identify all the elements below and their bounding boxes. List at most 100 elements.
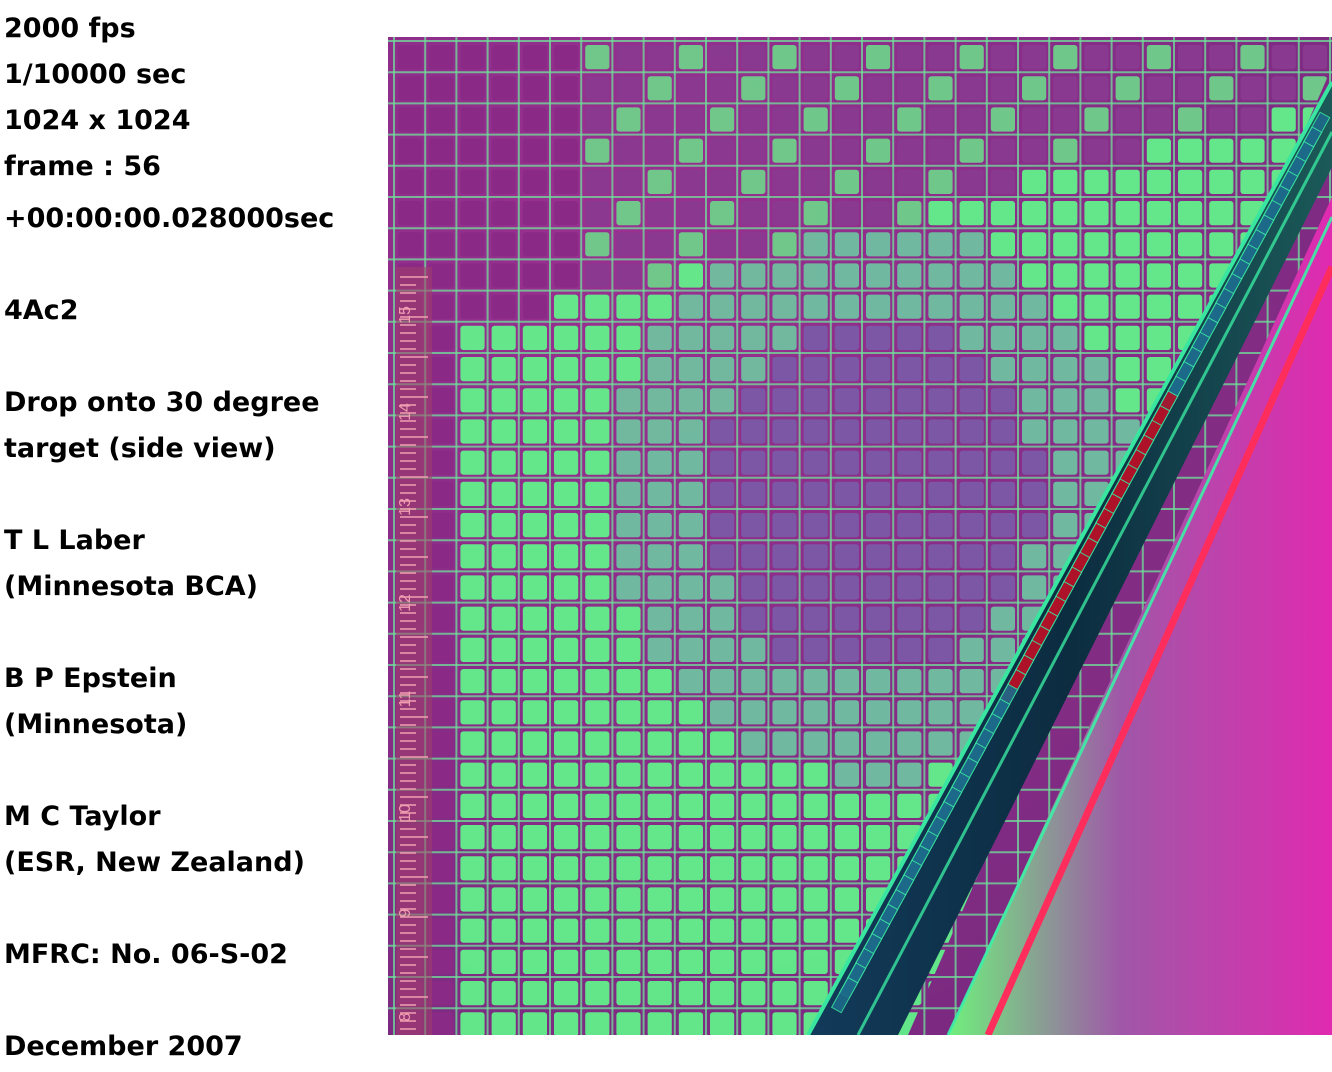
grid-cell	[647, 388, 672, 413]
grid-cell	[647, 232, 672, 257]
grid-cell	[398, 138, 423, 163]
grid-cell	[834, 325, 859, 350]
grid-cell	[803, 357, 828, 382]
grid-cell	[772, 762, 797, 787]
grid-cell	[491, 856, 516, 881]
grid-cell	[678, 949, 703, 974]
grid-cell	[1084, 169, 1109, 194]
grid-cell	[1240, 45, 1265, 70]
grid-cell	[772, 981, 797, 1006]
grid-cell	[710, 107, 735, 132]
grid-cell	[990, 606, 1015, 631]
grid-cell	[678, 575, 703, 600]
grid-cell	[1209, 45, 1234, 70]
grid-cell	[522, 887, 547, 912]
grid-cell	[554, 419, 579, 444]
grid-cell	[460, 325, 485, 350]
grid-cell	[647, 169, 672, 194]
grid-cell	[616, 481, 641, 506]
grid-cell	[866, 325, 891, 350]
grid-cell	[803, 606, 828, 631]
grid-cell	[866, 544, 891, 569]
grid-cell	[866, 637, 891, 662]
grid-cell	[834, 419, 859, 444]
grid-cell	[460, 949, 485, 974]
grid-cell	[554, 169, 579, 194]
grid-cell	[398, 45, 423, 70]
grid-cell	[928, 294, 953, 319]
grid-cell	[866, 201, 891, 226]
grid-cell	[710, 637, 735, 662]
grid-cell	[554, 575, 579, 600]
grid-cell	[710, 887, 735, 912]
grid-cell	[522, 107, 547, 132]
caption-line-frame: frame : 56	[4, 151, 161, 182]
grid-cell	[772, 138, 797, 163]
grid-cell	[585, 575, 610, 600]
grid-cell	[616, 388, 641, 413]
grid-cell	[1178, 76, 1203, 101]
grid-cell	[678, 263, 703, 288]
grid-cell	[866, 419, 891, 444]
grid-cell	[647, 107, 672, 132]
grid-cell	[429, 201, 454, 226]
grid-cell	[647, 887, 672, 912]
grid-cell	[990, 76, 1015, 101]
grid-cell	[647, 419, 672, 444]
grid-cell	[741, 918, 766, 943]
grid-cell	[1022, 263, 1047, 288]
grid-cell	[491, 263, 516, 288]
grid-cell	[491, 76, 516, 101]
grid-cell	[585, 138, 610, 163]
grid-cell	[1178, 232, 1203, 257]
grid-cell	[554, 232, 579, 257]
grid-cell	[429, 388, 454, 413]
grid-cell	[522, 263, 547, 288]
grid-cell	[585, 949, 610, 974]
grid-cell	[897, 606, 922, 631]
grid-cell	[741, 357, 766, 382]
target-inner-edge-line	[856, 131, 1332, 1035]
grid-cell	[1053, 325, 1078, 350]
grid-cell	[772, 419, 797, 444]
grid-cell	[1271, 45, 1296, 70]
grid-cell	[928, 450, 953, 475]
grid-cell	[554, 669, 579, 694]
grid-cell	[897, 45, 922, 70]
grid-cell	[959, 669, 984, 694]
grid-cell	[897, 201, 922, 226]
grid-cell	[522, 606, 547, 631]
red-stripe	[984, 265, 1332, 1035]
grid-cell	[522, 169, 547, 194]
grid-cell	[616, 1012, 641, 1035]
grid-cell	[616, 544, 641, 569]
grid-cell	[647, 793, 672, 818]
grid-cell	[834, 513, 859, 538]
grid-cell	[1022, 419, 1047, 444]
grid-cell	[554, 481, 579, 506]
grid-cell	[741, 232, 766, 257]
grid-cell	[928, 388, 953, 413]
grid-cell	[522, 513, 547, 538]
grid-cell	[928, 575, 953, 600]
grid-cell	[990, 45, 1015, 70]
grid-cell	[616, 263, 641, 288]
grid-cell	[429, 762, 454, 787]
grid-cell	[554, 637, 579, 662]
grid-cell	[959, 513, 984, 538]
grid-cell	[959, 263, 984, 288]
grid-cell	[897, 450, 922, 475]
grid-cell	[647, 825, 672, 850]
grid-cell	[928, 700, 953, 725]
grid-cell	[866, 481, 891, 506]
grid-cell	[710, 1012, 735, 1035]
grid-cell	[1022, 575, 1047, 600]
grid-cell	[1022, 45, 1047, 70]
grid-cell	[460, 388, 485, 413]
grid-cell	[1022, 169, 1047, 194]
grid-cell	[897, 700, 922, 725]
grid-cell	[554, 1012, 579, 1035]
grid-cell	[460, 856, 485, 881]
grid-cell	[429, 513, 454, 538]
grid-cell	[678, 388, 703, 413]
